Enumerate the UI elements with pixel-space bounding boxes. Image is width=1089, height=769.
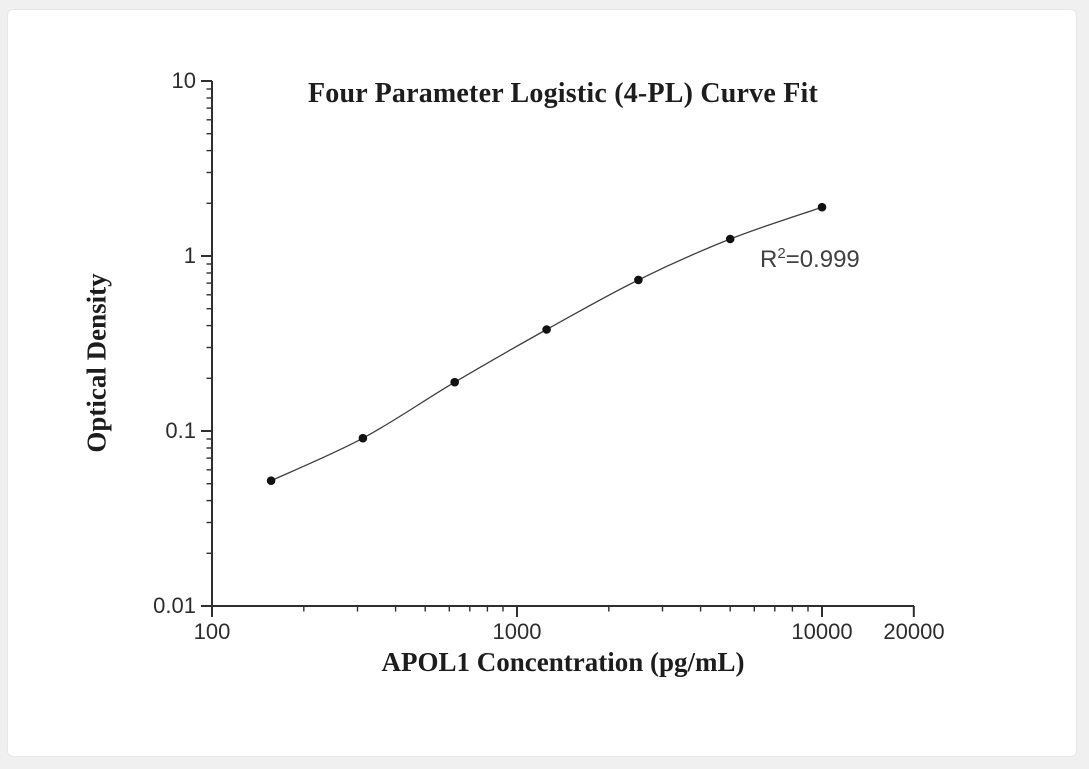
data-point: [358, 433, 368, 443]
y-tick-label: 0.1: [165, 418, 196, 443]
y-tick-label: 0.01: [153, 593, 196, 618]
x-tick-label: 20000: [883, 619, 945, 644]
axis-spines: [211, 81, 914, 607]
data-point: [542, 325, 551, 334]
r-squared-value: =0.999: [785, 246, 860, 273]
y-tick-label: 1: [183, 243, 196, 268]
fit-curve: [270, 206, 823, 482]
figure-card: [7, 9, 1077, 757]
r-squared-base: R: [760, 246, 778, 273]
x-tick-label: 10000: [791, 619, 853, 644]
y-tick-label: 10: [171, 68, 196, 93]
data-point: [725, 234, 735, 244]
chart-title: Four Parameter Logistic (4-PL) Curve Fit: [307, 78, 819, 109]
data-point: [450, 377, 460, 387]
x-axis-title: APOL1 Concentration (pg/mL): [381, 647, 745, 677]
data-point: [266, 476, 276, 486]
r-squared-annotation: R2=0.999: [760, 245, 860, 274]
data-point: [817, 202, 827, 212]
r-squared-superscript: 2: [777, 245, 786, 262]
x-tick-label: 100: [193, 619, 231, 644]
data-point: [634, 275, 643, 285]
x-tick-label: 1000: [492, 619, 542, 644]
